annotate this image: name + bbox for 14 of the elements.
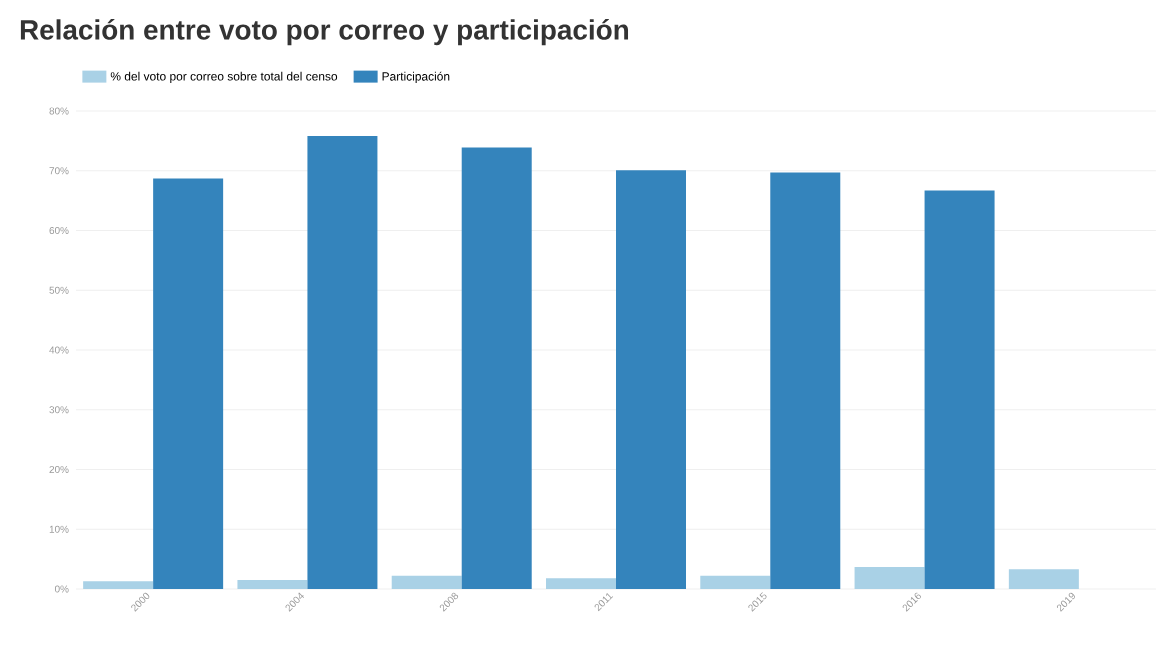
bar (770, 172, 841, 589)
bar (546, 578, 616, 589)
bar (237, 580, 308, 589)
bar (700, 575, 771, 589)
bar (307, 136, 378, 589)
bar (924, 190, 995, 589)
bar (461, 147, 532, 589)
chart-title: Relación entre voto por correo y participación (20, 19, 629, 46)
bar (1008, 569, 1079, 589)
bar (854, 566, 925, 589)
bar (153, 178, 224, 589)
bar (391, 575, 462, 589)
bar (616, 170, 686, 589)
bar (83, 581, 154, 589)
